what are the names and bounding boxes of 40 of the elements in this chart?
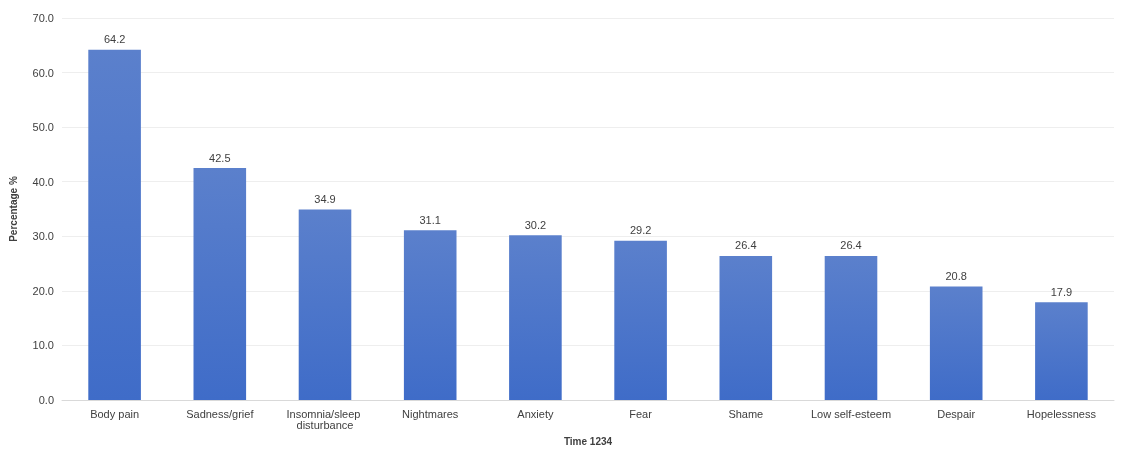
bar (298, 209, 352, 400)
x-tick-label: Fear (629, 407, 653, 420)
x-tick-label: Insomnia/sleep disturbance (286, 407, 364, 431)
data-label: 26.4 (840, 239, 862, 252)
bar (929, 286, 983, 400)
data-label: 31.1 (419, 213, 441, 226)
y-tick-label: 10.0 (32, 339, 54, 352)
y-tick-label: 70.0 (32, 12, 54, 24)
x-tick-label: Low self-esteem (810, 407, 892, 420)
data-label: 26.4 (735, 239, 757, 252)
data-label: 29.2 (629, 224, 652, 237)
bar (88, 49, 141, 400)
bar (193, 168, 247, 400)
bar (719, 255, 773, 400)
y-tick-label: 30.0 (32, 230, 54, 243)
y-tick-label: 0.0 (38, 394, 54, 406)
y-tick-label: 50.0 (32, 121, 54, 134)
y-tick-label: 20.0 (32, 284, 54, 297)
y-axis-title: Percentage % (7, 176, 19, 242)
x-tick-label: Despair (937, 407, 976, 420)
data-label: 34.9 (314, 193, 336, 206)
data-label: 30.2 (524, 218, 547, 231)
bar (403, 230, 457, 400)
bar (824, 255, 878, 400)
y-tick-label: 60.0 (32, 66, 54, 79)
x-tick-label: Anxiety (517, 407, 554, 420)
x-tick-label: Nightmares (402, 407, 459, 420)
bar (509, 235, 562, 400)
data-label: 64.2 (103, 33, 126, 46)
x-tick-label: Sadness/grief (186, 407, 255, 420)
x-tick-label: Body pain (90, 407, 140, 420)
data-label: 42.5 (209, 151, 231, 164)
x-axis-title: Time 1234 (563, 435, 613, 447)
data-label: 20.8 (945, 269, 967, 282)
x-tick-label: Shame (728, 407, 764, 420)
data-label: 17.9 (1050, 285, 1073, 298)
x-tick-label: Hopelessness (1026, 407, 1097, 420)
bar (614, 240, 667, 400)
bar (1035, 302, 1088, 400)
y-tick-label: 40.0 (32, 175, 54, 188)
